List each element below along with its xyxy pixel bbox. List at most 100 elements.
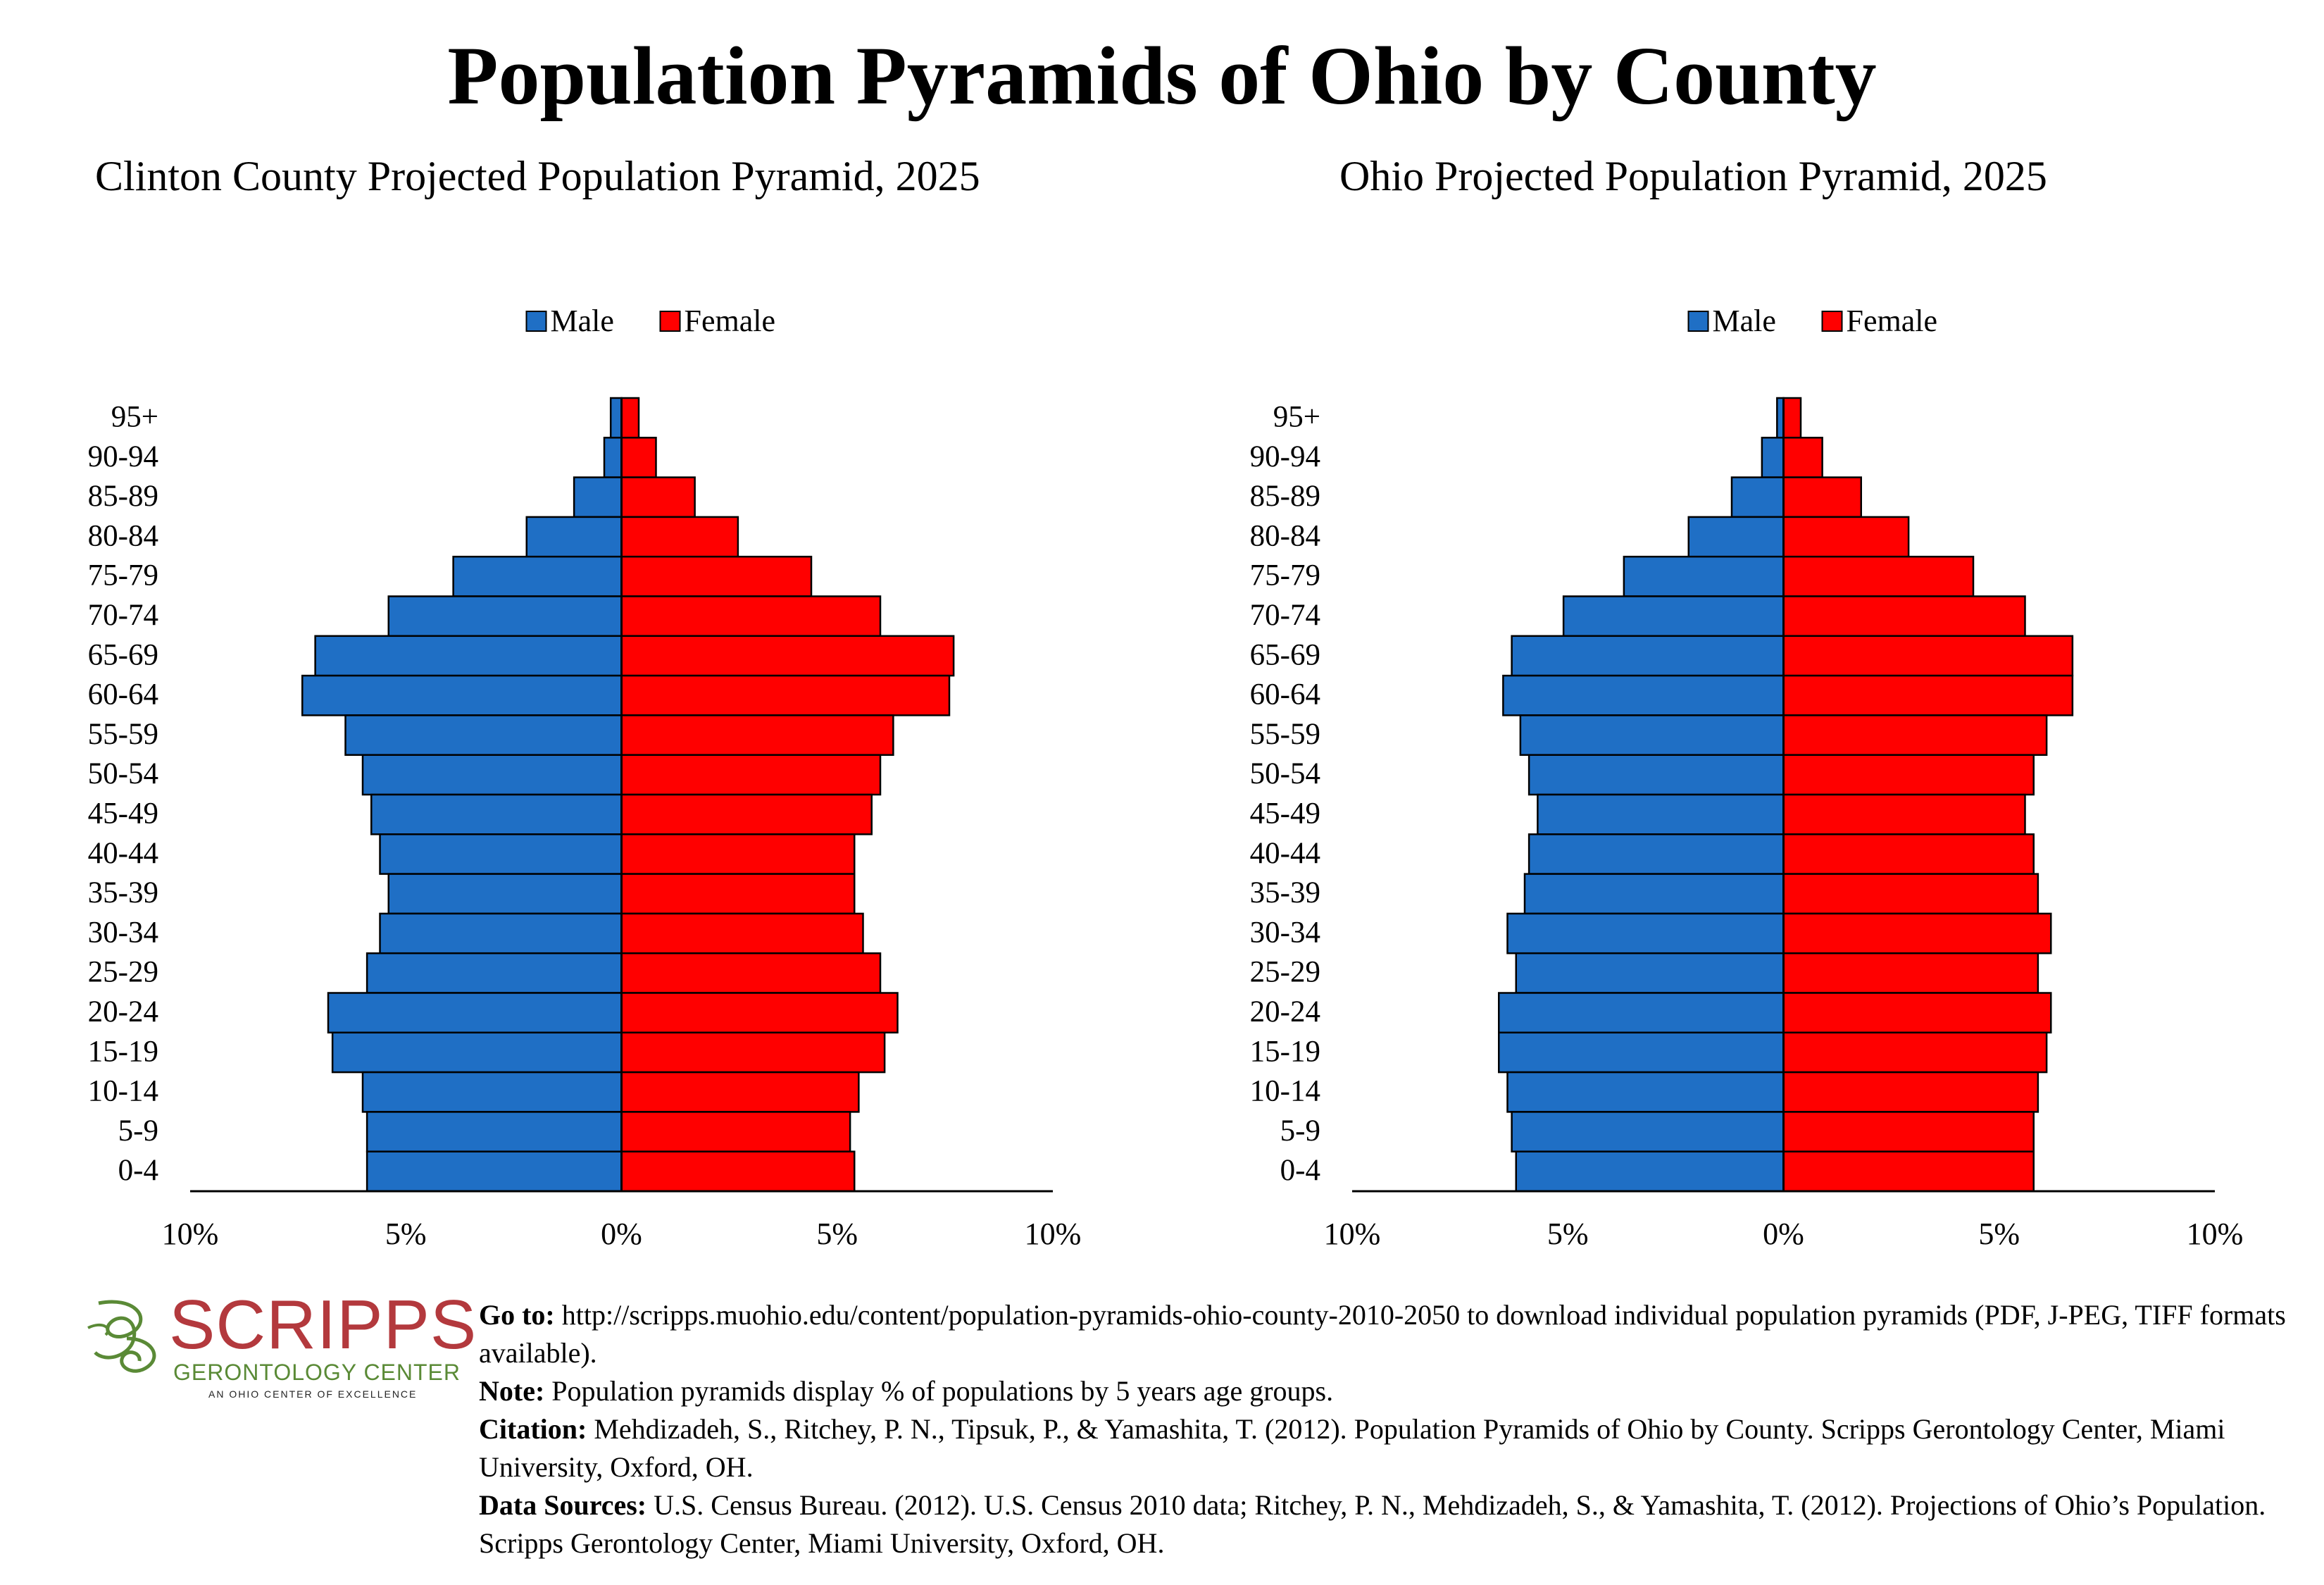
female-bar-40-44 (1782, 833, 2035, 875)
age-label-10-14: 10-14 (1250, 1075, 1320, 1108)
age-label-65-69: 65-69 (1250, 638, 1320, 671)
male-bar-20-24 (1498, 992, 1785, 1034)
age-label-65-69: 65-69 (88, 638, 158, 671)
ohio-pyramid-chart: Male Female 95+ 90-94 85-89 80-84 75-79 70-74 65… (1250, 304, 2244, 1251)
female-bar-45-49 (1782, 793, 2026, 835)
x-tick-label: 5% (385, 1217, 427, 1251)
age-label-20-24: 20-24 (88, 995, 158, 1028)
logo-wordmark: SCRIPPS (169, 1286, 477, 1363)
male-bar-25-29 (366, 952, 623, 994)
female-bar-70-74 (1782, 595, 2026, 638)
age-label-45-49: 45-49 (1250, 797, 1320, 831)
male-bar-35-39 (1523, 873, 1785, 915)
age-label-75-79: 75-79 (1250, 559, 1320, 592)
legend-female-swatch (659, 311, 681, 332)
age-label-70-74: 70-74 (1250, 599, 1320, 632)
male-bar-15-19 (1498, 1031, 1785, 1074)
legend-male-label: Male (551, 304, 614, 338)
age-label-80-84: 80-84 (1250, 519, 1320, 552)
female-bar-30-34 (620, 912, 864, 955)
female-bar-5-9 (620, 1111, 851, 1152)
age-label-35-39: 35-39 (1250, 876, 1320, 909)
female-bar-85-89 (1782, 476, 1862, 518)
age-label-0-4: 0-4 (118, 1154, 158, 1187)
age-label-45-49: 45-49 (88, 797, 158, 831)
age-label-95+: 95+ (111, 401, 158, 434)
male-bar-15-19 (331, 1031, 623, 1074)
male-bar-80-84 (1687, 516, 1785, 558)
logo-tagline: AN OHIO CENTER OF EXCELLENCE (208, 1388, 418, 1400)
x-tick-label: 0% (601, 1217, 642, 1251)
legend-male-swatch (525, 311, 547, 332)
male-bar-90-94 (1761, 437, 1785, 478)
male-bar-95+ (609, 397, 623, 439)
female-bar-10-14 (1782, 1071, 2039, 1113)
legend-male-swatch (1687, 311, 1709, 332)
female-bar-65-69 (1782, 635, 2074, 677)
female-bar-35-39 (1782, 873, 2039, 915)
male-bar-70-74 (1562, 595, 1785, 638)
male-bar-45-49 (370, 793, 623, 835)
female-bar-95+ (620, 397, 640, 439)
female-bar-10-14 (620, 1071, 860, 1113)
x-tick-label: 0% (1763, 1217, 1804, 1251)
female-bar-0-4 (1782, 1150, 2035, 1193)
male-bar-0-4 (366, 1150, 623, 1193)
female-bar-95+ (1782, 397, 1802, 439)
x-tick-label: 10% (162, 1217, 219, 1251)
female-bar-75-79 (1782, 555, 1975, 597)
x-tick-label: 10% (1025, 1217, 1082, 1251)
male-bar-10-14 (361, 1071, 623, 1113)
female-bar-45-49 (620, 793, 873, 835)
male-bar-40-44 (1528, 833, 1785, 875)
male-bar-40-44 (379, 833, 623, 875)
age-label-85-89: 85-89 (88, 480, 158, 513)
male-bar-5-9 (1511, 1111, 1785, 1152)
age-label-30-34: 30-34 (1250, 916, 1320, 949)
female-bar-80-84 (620, 516, 739, 558)
age-label-60-64: 60-64 (88, 678, 158, 711)
legend-female-swatch (1821, 311, 1843, 332)
page-title: Population Pyramids of Ohio by County (447, 30, 1877, 122)
age-label-80-84: 80-84 (88, 519, 158, 552)
note-goto: Go to: http://scripps.muohio.edu/content… (479, 1299, 2286, 1369)
scripps-logo: SCRIPPS GERONTOLOGY CENTER AN OHIO CENTE… (85, 1289, 476, 1409)
age-label-15-19: 15-19 (88, 1035, 158, 1068)
age-label-20-24: 20-24 (1250, 995, 1320, 1028)
x-tick-label: 5% (816, 1217, 858, 1251)
legend-female-label: Female (1847, 304, 1938, 338)
age-label-55-59: 55-59 (1250, 718, 1320, 751)
female-bar-60-64 (1782, 674, 2074, 716)
age-label-85-89: 85-89 (1250, 480, 1320, 513)
female-bar-25-29 (1782, 952, 2039, 994)
male-bar-90-94 (603, 437, 623, 478)
x-tick-label: 5% (1978, 1217, 2020, 1251)
age-label-60-64: 60-64 (1250, 678, 1320, 711)
age-label-90-94: 90-94 (88, 440, 158, 473)
female-bar-35-39 (620, 873, 856, 915)
note-data-sources: Data Sources: U.S. Census Bureau. (2012)… (479, 1489, 2266, 1559)
male-bar-85-89 (573, 476, 623, 518)
male-bar-45-49 (1537, 793, 1785, 835)
male-bar-80-84 (525, 516, 623, 558)
female-bar-5-9 (1782, 1111, 2035, 1152)
female-bar-85-89 (620, 476, 696, 518)
age-label-50-54: 50-54 (1250, 757, 1320, 790)
age-label-35-39: 35-39 (88, 876, 158, 909)
female-bar-50-54 (1782, 754, 2035, 796)
age-label-50-54: 50-54 (88, 757, 158, 790)
female-bar-20-24 (1782, 992, 2052, 1034)
male-bar-60-64 (301, 674, 623, 716)
age-label-40-44: 40-44 (88, 837, 158, 870)
female-bar-50-54 (620, 754, 882, 796)
male-bar-5-9 (366, 1111, 623, 1152)
age-label-90-94: 90-94 (1250, 440, 1320, 473)
age-label-40-44: 40-44 (1250, 837, 1320, 870)
male-bar-50-54 (1528, 754, 1785, 796)
scripps-swirl-icon (87, 1300, 156, 1373)
male-bar-75-79 (452, 555, 623, 597)
goto-url-text[interactable]: http://scripps.muohio.edu/content/popula… (479, 1299, 2286, 1369)
female-bar-15-19 (1782, 1031, 2048, 1074)
female-bar-90-94 (1782, 437, 1823, 478)
age-label-55-59: 55-59 (88, 718, 158, 751)
